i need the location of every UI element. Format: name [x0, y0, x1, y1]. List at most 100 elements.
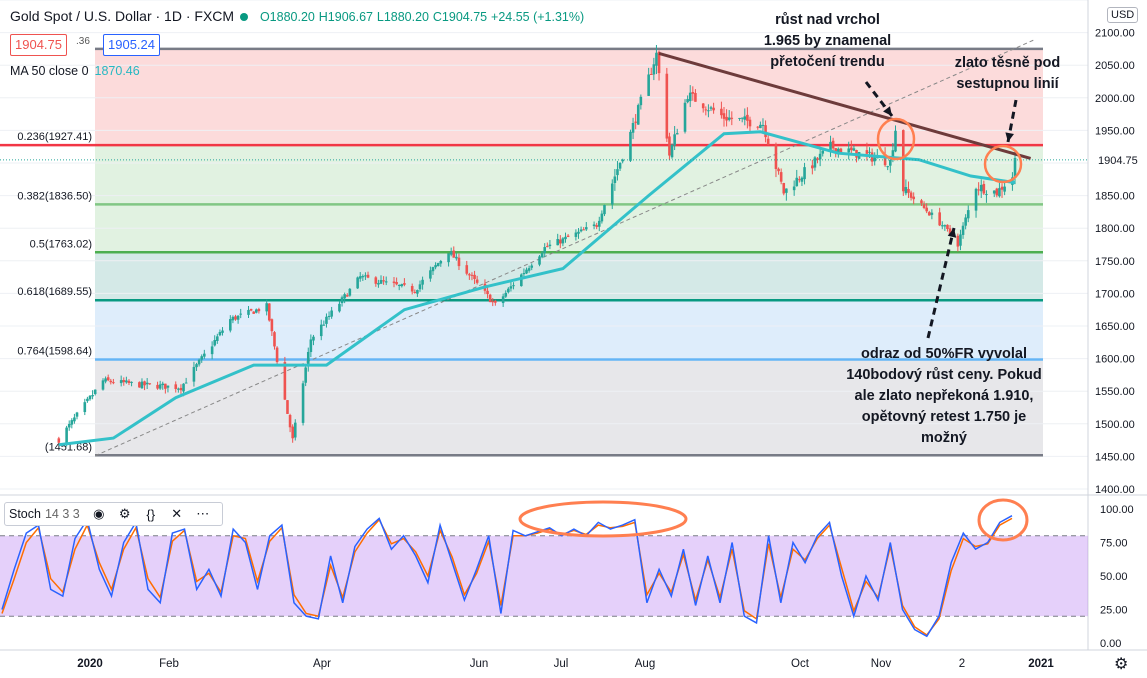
candle: [811, 165, 814, 169]
candle: [252, 311, 255, 314]
candle: [707, 110, 710, 112]
candle: [610, 183, 614, 205]
candle: [286, 400, 289, 414]
candle: [249, 308, 253, 311]
candle: [927, 212, 931, 216]
price-tick-label: 1500.00: [1095, 419, 1135, 431]
candle: [507, 288, 510, 293]
candle: [348, 288, 352, 296]
candle: [119, 380, 123, 384]
stoch-k-line: [1, 515, 1013, 638]
candle: [803, 167, 806, 180]
candle: [361, 276, 365, 278]
candle: [239, 313, 243, 315]
candle: [112, 382, 115, 384]
highlight-circle: [876, 117, 916, 161]
candle: [473, 274, 476, 279]
candle: [865, 150, 869, 154]
candle: [564, 236, 567, 240]
bid-suffix: .36: [76, 36, 90, 47]
source-code-icon[interactable]: {}: [146, 506, 156, 522]
candle: [257, 309, 261, 312]
price-tick-label: 1400.00: [1095, 484, 1135, 496]
candle: [538, 256, 541, 265]
candle: [174, 384, 178, 389]
candle: [304, 367, 307, 383]
buy-price-box[interactable]: 1905.24: [103, 34, 160, 56]
candle: [930, 212, 934, 215]
candle: [104, 378, 107, 382]
candle: [779, 172, 783, 182]
price-tick-label: 2000.00: [1095, 93, 1135, 105]
candle: [561, 238, 565, 244]
candle: [465, 265, 469, 274]
candle: [338, 303, 341, 312]
more-icon[interactable]: ⋯: [196, 506, 210, 521]
time-tick-label: Jul: [554, 658, 569, 670]
candle: [247, 309, 250, 315]
price-tick-label: 1450.00: [1095, 451, 1135, 463]
candle: [345, 295, 349, 297]
candle: [634, 121, 637, 123]
gear-icon[interactable]: ⚙: [1114, 656, 1129, 673]
candle: [559, 239, 562, 244]
candle: [540, 253, 544, 258]
candle: [746, 114, 749, 121]
candle: [631, 122, 635, 133]
annotation-line: odraz od 50%FR vyvolal: [861, 346, 1027, 362]
candle: [382, 280, 385, 282]
candle: [455, 256, 458, 259]
candle: [475, 279, 479, 283]
candle: [65, 427, 68, 443]
remove-icon[interactable]: ✕: [171, 506, 183, 521]
ascending-trendline: [94, 38, 1037, 457]
candle: [821, 150, 825, 154]
stoch-label: Stoch: [9, 507, 41, 521]
candle: [759, 124, 762, 129]
candle: [395, 282, 398, 285]
currency-badge[interactable]: USD: [1107, 7, 1139, 23]
candle: [777, 168, 780, 172]
candle: [145, 382, 149, 385]
candle: [639, 96, 643, 106]
candle: [109, 380, 113, 383]
candle: [413, 291, 417, 293]
candle: [161, 383, 165, 386]
arrow-below-trendline-head: [1005, 132, 1014, 142]
candle: [148, 383, 152, 385]
candle: [270, 319, 274, 332]
candle: [818, 153, 822, 160]
candle: [943, 225, 947, 227]
annotation-line: zlato těsně pod: [954, 55, 1061, 71]
eye-icon[interactable]: ◉: [93, 506, 105, 521]
candle: [616, 169, 619, 176]
candle: [91, 395, 94, 397]
stoch-legend[interactable]: Stoch 14 3 3 ◉ ⚙ {} ✕ ⋯: [4, 502, 223, 526]
candle: [688, 92, 692, 102]
candle: [75, 412, 79, 417]
candle: [197, 359, 201, 365]
candle: [901, 130, 905, 192]
market-status-icon: [240, 12, 249, 21]
settings-icon[interactable]: ⚙: [118, 506, 131, 521]
candle: [101, 380, 105, 390]
candle: [288, 414, 292, 428]
time-tick-label: 2021: [1028, 658, 1054, 670]
sell-price-box[interactable]: 1904.75: [10, 34, 67, 56]
fib-label: 0.236(1927.41): [17, 131, 92, 143]
candle: [701, 103, 705, 109]
candle: [683, 102, 687, 132]
candle: [743, 116, 747, 120]
time-tick-label: 2: [959, 658, 965, 670]
candle: [831, 140, 835, 149]
candle: [509, 286, 513, 289]
time-tick-label: Aug: [635, 658, 655, 670]
highlight-circle: [983, 144, 1023, 184]
candle: [83, 402, 87, 413]
candle: [839, 148, 843, 153]
candle: [566, 235, 570, 237]
candle: [621, 159, 624, 162]
candle: [429, 270, 432, 279]
ma-value: 1870.46: [94, 64, 140, 78]
